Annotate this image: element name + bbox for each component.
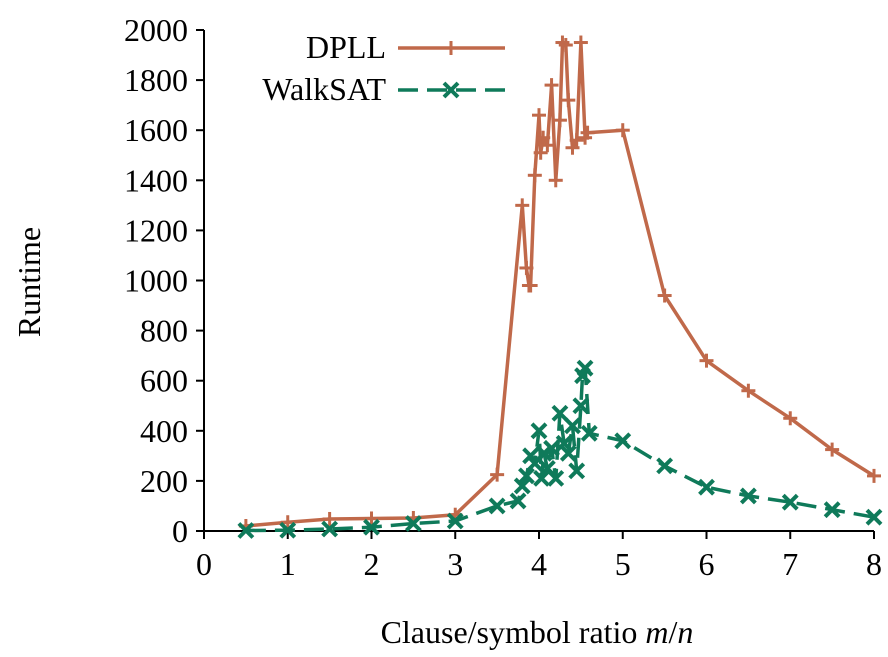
legend: DPLL WalkSAT xyxy=(262,29,505,107)
data-point-dpll xyxy=(573,35,588,50)
data-point-dpll xyxy=(699,353,714,368)
data-point-walksat xyxy=(543,439,560,457)
x-tick-label: 6 xyxy=(699,546,715,582)
data-point-walksat xyxy=(446,512,464,530)
data-point-walksat xyxy=(488,497,506,515)
x-axis-title-n: n xyxy=(677,614,693,650)
data-point-dpll xyxy=(867,468,881,483)
data-point-dpll xyxy=(527,168,542,183)
y-tick-label: 1400 xyxy=(124,162,188,198)
y-tick-label: 400 xyxy=(140,413,188,449)
data-point-walksat xyxy=(781,493,799,511)
y-tick-label: 1600 xyxy=(124,112,188,148)
y-tick-label: 1200 xyxy=(124,212,188,248)
data-point-dpll xyxy=(322,511,337,526)
data-point-dpll xyxy=(523,278,538,293)
data-point-dpll xyxy=(540,138,555,153)
data-point-dpll xyxy=(741,383,756,398)
data-point-walksat xyxy=(404,515,422,532)
data-point-walksat xyxy=(614,432,632,450)
x-tick-label: 0 xyxy=(196,546,212,582)
x-tick-label: 8 xyxy=(866,546,882,582)
x-axis-title-prefix: Clause/symbol ratio xyxy=(381,614,646,650)
x-axis-title: Clause/symbol ratio m/n xyxy=(381,614,694,650)
data-point-dpll xyxy=(548,173,563,188)
data-point-walksat xyxy=(572,397,590,415)
data-point-walksat xyxy=(530,422,548,440)
data-point-walksat xyxy=(656,457,674,475)
x-tick-label: 7 xyxy=(782,546,798,582)
data-point-dpll xyxy=(558,38,573,53)
data-point-dpll xyxy=(783,411,798,426)
x-tick-label: 1 xyxy=(280,546,296,582)
series-layer xyxy=(237,35,883,539)
data-point-dpll xyxy=(536,130,551,145)
data-point-walksat xyxy=(555,434,573,452)
data-point-dpll xyxy=(561,93,576,108)
y-tick-label: 2000 xyxy=(124,12,188,48)
legend-marker-dpll xyxy=(444,41,458,55)
y-tick-label: 0 xyxy=(172,513,188,549)
data-point-dpll xyxy=(490,467,505,482)
data-point-walksat xyxy=(237,522,255,539)
data-point-walksat xyxy=(823,501,841,519)
data-point-walksat xyxy=(551,404,569,422)
y-tick-label: 600 xyxy=(140,363,188,399)
x-tick-label: 3 xyxy=(447,546,463,582)
y-tick-label: 200 xyxy=(140,463,188,499)
data-point-dpll xyxy=(519,260,534,275)
legend-marker-point-dpll xyxy=(444,41,458,55)
data-point-walksat xyxy=(559,444,577,462)
data-point-walksat xyxy=(580,424,598,442)
data-point-walksat xyxy=(321,520,339,538)
data-point-dpll xyxy=(515,198,530,213)
data-point-dpll xyxy=(657,288,672,303)
y-axis-title: Runtime xyxy=(11,227,47,337)
x-tick-label: 2 xyxy=(364,546,380,582)
data-point-walksat xyxy=(865,508,883,526)
y-tick-label: 1000 xyxy=(124,263,188,299)
data-point-walksat xyxy=(518,467,535,485)
data-point-dpll xyxy=(565,140,580,155)
x-axis-title-m: m xyxy=(645,614,668,650)
data-point-walksat xyxy=(576,359,594,377)
x-tick-label: 5 xyxy=(615,546,631,582)
series-line-walksat xyxy=(245,366,875,533)
data-point-walksat xyxy=(509,492,527,510)
legend-marker-point-walksat xyxy=(442,81,460,99)
data-point-dpll xyxy=(544,78,559,93)
legend-marker-walksat xyxy=(442,81,460,99)
data-point-dpll xyxy=(280,515,295,530)
data-point-walksat xyxy=(363,518,380,536)
data-point-walksat xyxy=(568,462,586,480)
x-axis-title-slash: / xyxy=(669,614,678,650)
data-point-dpll xyxy=(825,442,840,457)
data-point-dpll xyxy=(364,511,379,526)
data-point-dpll xyxy=(615,123,630,138)
data-point-walksat xyxy=(513,477,531,495)
series-line-dpll xyxy=(245,40,875,528)
data-point-dpll xyxy=(569,133,584,148)
x-ticks: 0 1 2 3 4 5 6 7 8 xyxy=(196,531,882,582)
data-point-dpll xyxy=(533,145,548,160)
y-tick-label: 1800 xyxy=(124,62,188,98)
data-point-walksat xyxy=(533,469,550,487)
legend-label-walksat: WalkSAT xyxy=(262,71,386,107)
x-tick-label: 4 xyxy=(531,546,547,582)
data-point-dpll xyxy=(552,113,567,128)
data-point-dpll xyxy=(580,125,595,140)
data-point-walksat xyxy=(279,521,297,539)
data-point-walksat xyxy=(547,469,565,487)
legend-label-dpll: DPLL xyxy=(306,29,386,65)
data-point-dpll xyxy=(532,108,546,123)
data-point-walksat xyxy=(739,487,757,505)
y-tick-label: 800 xyxy=(140,313,188,349)
data-point-walksat xyxy=(564,417,581,435)
data-point-walksat xyxy=(698,478,715,496)
y-ticks: 0 200 400 600 800 1000 1200 1400 1600 1800 2000 xyxy=(124,12,204,549)
